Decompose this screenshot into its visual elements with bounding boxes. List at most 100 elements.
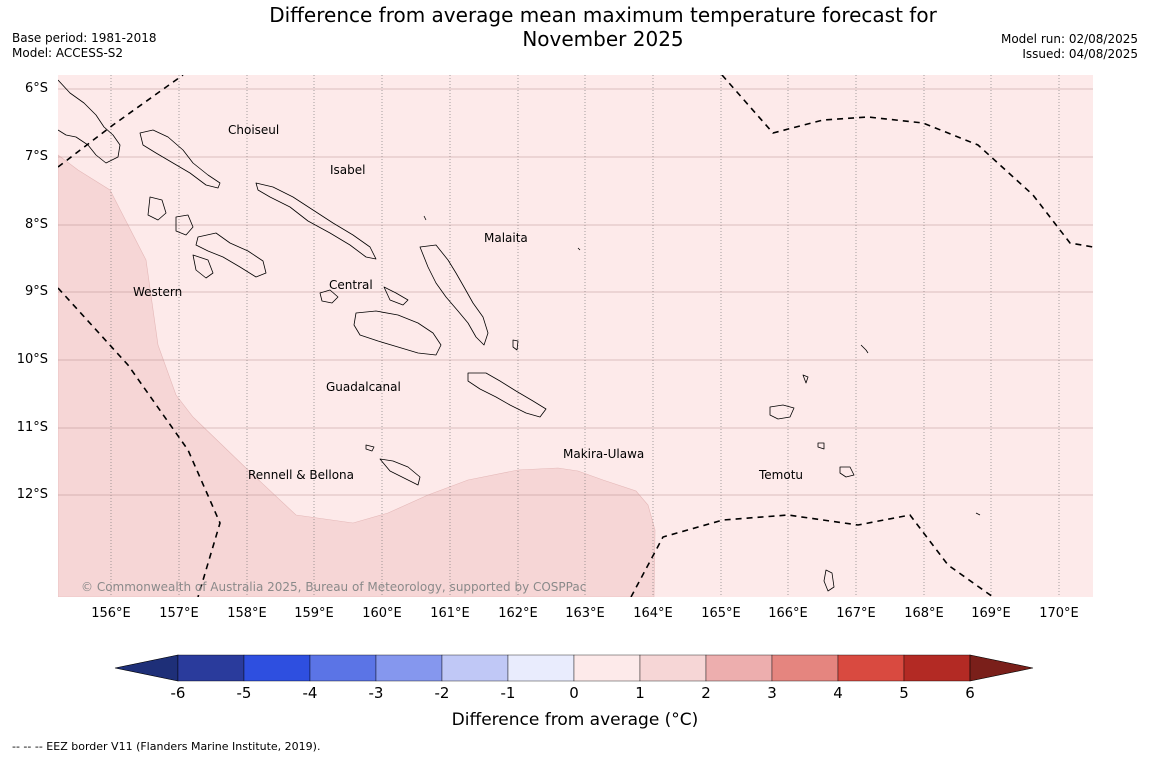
lon-label-165e: 165°E	[701, 606, 741, 621]
colorbar-swatch	[837, 654, 905, 682]
meta-right: Model run: 02/08/2025 Issued: 04/08/2025	[1001, 32, 1138, 62]
eez-footnote: -- -- -- EEZ border V11 (Flanders Marine…	[12, 740, 321, 753]
colorbar-swatch	[375, 654, 443, 682]
colorbar-swatch	[705, 654, 773, 682]
guadalcanal-coast	[353, 310, 442, 356]
graticule	[58, 75, 1093, 597]
eez-border-west	[58, 287, 221, 597]
lon-label-164e: 164°E	[633, 606, 673, 621]
region-label-central: Central	[329, 278, 373, 292]
colorbar-swatch	[771, 654, 839, 682]
colorbar-tick-label: 4	[833, 684, 843, 702]
lon-label-158e: 158°E	[227, 606, 267, 621]
lon-label-170e: 170°E	[1039, 606, 1079, 621]
small-islet-malaita-north	[423, 215, 427, 221]
bellona-coast	[365, 444, 375, 452]
rendova-coast	[192, 254, 214, 279]
colorbar-tick-label: -5	[236, 684, 252, 702]
colorbar-tick-label: -4	[302, 684, 318, 702]
isabel-coast	[255, 182, 377, 260]
colorbar-swatch	[903, 654, 971, 682]
region-label-choiseul: Choiseul	[228, 123, 280, 137]
colorbar-label: Difference from average (°C)	[451, 710, 699, 730]
title-line-2: November 2025	[522, 27, 684, 51]
colorbar-tick-label: 5	[899, 684, 909, 702]
lon-label-166e: 166°E	[768, 606, 808, 621]
colorbar-tick-label: -1	[500, 684, 516, 702]
lat-label-6s: 6°S	[24, 81, 48, 96]
base-period: Base period: 1981-2018	[12, 31, 157, 45]
florida-islands-coast	[319, 289, 339, 304]
colorbar-over-extension	[969, 654, 1034, 682]
region-label-malaita: Malaita	[484, 231, 528, 245]
coastlines	[58, 79, 981, 592]
lon-label-161e: 161°E	[430, 606, 470, 621]
model-run: Model run: 02/08/2025	[1000, 32, 1138, 46]
region-label-makira-ulawa: Makira-Ulawa	[563, 447, 645, 461]
kolombangara-coast	[175, 214, 194, 236]
lon-label-169e: 169°E	[971, 606, 1011, 621]
colorbar-swatch	[507, 654, 575, 682]
vanikoro-coast	[839, 466, 855, 478]
colorbar-tick-label: 3	[767, 684, 777, 702]
lat-label-12s: 12°S	[16, 487, 48, 502]
region-label-guadalcanal: Guadalcanal	[326, 380, 401, 394]
colorbar-under-extension	[114, 654, 179, 682]
lon-label-159e: 159°E	[294, 606, 334, 621]
issued-date: Issued: 04/08/2025	[1022, 47, 1138, 61]
tikopia-coast	[823, 569, 835, 592]
vella-lavella-coast	[195, 232, 267, 278]
choiseul-coast	[139, 129, 221, 189]
ndeni-coast	[769, 404, 795, 420]
colorbar-swatch	[177, 654, 245, 682]
colorbar-tick-label: -6	[170, 684, 186, 702]
makira-coast	[467, 372, 547, 418]
duff-islands-coast	[860, 344, 869, 354]
region-label-temotu: Temotu	[759, 468, 804, 482]
malaita-coast	[419, 244, 489, 346]
lat-label-10s: 10°S	[16, 352, 48, 367]
title-line-1: Difference from average mean maximum tem…	[269, 3, 937, 27]
region-label-isabel: Isabel	[330, 163, 366, 177]
lat-label-7s: 7°S	[24, 149, 48, 164]
colorbar-swatch	[639, 654, 707, 682]
lon-label-156e: 156°E	[91, 606, 131, 621]
chart-title: Difference from average mean maximum tem…	[200, 3, 1006, 51]
rennell-coast	[379, 458, 421, 486]
colorbar-swatch	[309, 654, 377, 682]
bougainville-coast	[58, 79, 121, 164]
lon-label-162e: 162°E	[498, 606, 538, 621]
colorbar-tick-label: -2	[434, 684, 450, 702]
lat-label-9s: 9°S	[24, 284, 48, 299]
small-islet-east	[975, 512, 981, 516]
lon-label-167e: 167°E	[836, 606, 876, 621]
eez-borders	[58, 75, 1093, 597]
reef-islands-coast	[802, 374, 809, 384]
region-label-rennell-bellona: Rennell & Bellona	[248, 468, 355, 482]
eez-border-south	[630, 514, 994, 597]
lat-label-8s: 8°S	[24, 217, 48, 232]
russell-islands-coast	[383, 286, 409, 306]
copyright-notice: © Commonwealth of Australia 2025, Bureau…	[81, 580, 587, 594]
colorbar-tick-label: -3	[368, 684, 384, 702]
colorbar-swatch	[243, 654, 311, 682]
model-name: Model: ACCESS-S2	[12, 46, 124, 60]
colorbar	[114, 654, 1034, 682]
ulawa-coast	[512, 339, 519, 351]
colorbar-tick-label: 2	[701, 684, 711, 702]
colorbar-tick-label: 6	[965, 684, 975, 702]
utupua-coast	[817, 442, 825, 450]
meta-left: Base period: 1981-2018 Model: ACCESS-S2	[12, 31, 157, 61]
colorbar-swatches	[114, 654, 1034, 682]
lat-label-11s: 11°S	[16, 420, 48, 435]
forecast-map	[58, 75, 1093, 597]
small-islet-north	[577, 247, 581, 251]
lon-label-163e: 163°E	[565, 606, 605, 621]
eez-border-north-west	[58, 75, 184, 168]
colorbar-swatch	[441, 654, 509, 682]
lon-label-160e: 160°E	[362, 606, 402, 621]
new-georgia-coast	[147, 196, 167, 221]
lon-label-168e: 168°E	[904, 606, 944, 621]
region-label-western: Western	[133, 285, 183, 299]
colorbar-swatch	[573, 654, 641, 682]
